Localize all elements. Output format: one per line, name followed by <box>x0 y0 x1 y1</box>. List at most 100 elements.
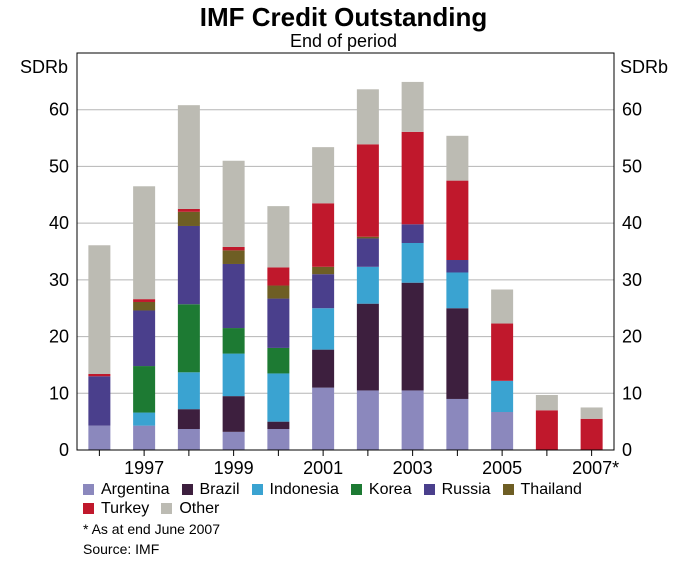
bar-segment-indonesia <box>356 266 379 304</box>
legend-swatch <box>161 503 173 514</box>
bar-segment-brazil <box>446 308 469 399</box>
bar-segment-thailand <box>267 285 290 299</box>
bar-segment-argentina <box>222 431 245 450</box>
bar-segment-argentina <box>356 390 379 450</box>
bar-segment-brazil <box>356 303 379 391</box>
legend-swatch <box>502 484 514 495</box>
bar-segment-turkey <box>491 323 514 381</box>
bar-segment-turkey <box>580 418 603 450</box>
bar-segment-other <box>446 135 469 181</box>
bar-segment-russia <box>401 224 424 243</box>
bar-segment-brazil <box>312 349 335 388</box>
y-tick-label-left: 30 <box>49 270 69 290</box>
bar-segment-thailand <box>177 211 200 226</box>
legend-row: Argentina Brazil Indonesia Korea Russia Thail… <box>83 480 683 499</box>
chart-subtitle: End of period <box>289 31 398 51</box>
bar-segment-thailand <box>312 266 335 275</box>
bar-segment-thailand <box>222 250 245 264</box>
x-tick-label: 2001 <box>303 458 343 478</box>
legend-label: Other <box>179 499 220 517</box>
source-note: Source: IMF <box>83 541 160 557</box>
bar-segment-thailand <box>133 301 156 311</box>
legend-swatch <box>181 484 193 495</box>
bar-segment-turkey <box>401 131 424 225</box>
bar-segment-argentina <box>133 425 156 450</box>
bar-segment-indonesia <box>222 353 245 397</box>
bar-segment-korea <box>222 328 245 354</box>
bar-segment-korea <box>177 304 200 373</box>
bar-segment-other <box>177 105 200 209</box>
gridlines <box>77 109 614 394</box>
y-tick-label-left: 0 <box>59 440 69 460</box>
legend-item-russia: Russia <box>423 480 491 499</box>
bar-segment-argentina <box>401 390 424 450</box>
bar-segment-russia <box>88 376 111 426</box>
y-tick-label-right: 40 <box>622 213 642 233</box>
bar-segment-turkey <box>88 374 111 377</box>
legend-item-brazil: Brazil <box>181 480 240 499</box>
bar-segment-russia <box>312 274 335 309</box>
bar-segment-other <box>401 81 424 132</box>
legend: Argentina Brazil Indonesia Korea Russia Thail… <box>83 480 683 518</box>
bar-segment-argentina <box>446 398 469 450</box>
chart-area: 0 0 10 10 20 20 30 30 40 40 50 50 60 60 1997 1999 2001 20… <box>20 52 668 478</box>
bar-segment-argentina <box>88 425 111 450</box>
y-tick-label-right: 50 <box>622 156 642 176</box>
axis-ticks: 0 0 10 10 20 20 30 30 40 40 50 50 60 60 1997 1999 2001 20… <box>49 100 642 478</box>
legend-label: Argentina <box>101 480 170 498</box>
legend-label: Thailand <box>520 480 582 498</box>
legend-label: Brazil <box>199 480 240 498</box>
bar-segment-indonesia <box>267 373 290 422</box>
legend-item-indonesia: Indonesia <box>251 480 339 499</box>
bar-segment-other <box>222 160 245 247</box>
bar-segment-korea <box>133 366 156 413</box>
y-tick-label-left: 20 <box>49 327 69 347</box>
bar-segment-argentina <box>491 412 514 450</box>
y-axis-label-left: SDRb <box>20 57 68 77</box>
bar-segment-brazil <box>222 396 245 432</box>
x-tick-label: 2005 <box>482 458 522 478</box>
legend-label: Korea <box>368 480 412 498</box>
x-tick-label: 1999 <box>214 458 254 478</box>
bar-segment-turkey <box>133 299 156 302</box>
legend-item-turkey: Turkey <box>83 500 149 518</box>
bar-segment-russia <box>356 238 379 267</box>
bars <box>88 81 603 450</box>
legend-row: Turkey Other <box>83 499 683 518</box>
y-tick-label-left: 60 <box>49 100 69 120</box>
legend-item-thailand: Thailand <box>502 480 582 499</box>
bar-segment-turkey <box>222 246 245 251</box>
legend-label: Russia <box>441 480 491 498</box>
bar-segment-indonesia <box>312 308 335 350</box>
legend-label: Indonesia <box>269 480 339 498</box>
bar-segment-argentina <box>267 429 290 450</box>
y-tick-label-left: 50 <box>49 156 69 176</box>
bar-segment-other <box>133 186 156 300</box>
bar-segment-turkey <box>177 208 200 212</box>
bar-segment-turkey <box>356 144 379 237</box>
plot-frame <box>76 52 615 451</box>
x-tick-label: 2003 <box>393 458 433 478</box>
bar-segment-indonesia <box>177 372 200 410</box>
bar-segment-turkey <box>312 203 335 267</box>
legend-swatch <box>251 484 263 495</box>
notes: * As at end June 2007 Source: IMF <box>83 519 220 559</box>
bar-segment-other <box>88 245 111 375</box>
bar-segment-other <box>312 147 335 204</box>
legend-item-korea: Korea <box>350 480 412 499</box>
bar-segment-other <box>535 394 558 411</box>
x-tick-label: 2007* <box>572 458 619 478</box>
bar-segment-indonesia <box>133 412 156 426</box>
y-tick-label-right: 0 <box>622 440 632 460</box>
bar-segment-russia <box>446 260 469 273</box>
legend-swatch <box>83 484 94 495</box>
bar-segment-russia <box>267 298 290 348</box>
bar-segment-russia <box>177 225 200 305</box>
y-tick-label-left: 40 <box>49 213 69 233</box>
y-tick-label-right: 30 <box>622 270 642 290</box>
chart-title: IMF Credit Outstanding <box>199 2 488 32</box>
bar-segment-russia <box>222 263 245 329</box>
bar-segment-indonesia <box>401 242 424 283</box>
y-tick-label-right: 20 <box>622 327 642 347</box>
bar-segment-indonesia <box>446 272 469 309</box>
